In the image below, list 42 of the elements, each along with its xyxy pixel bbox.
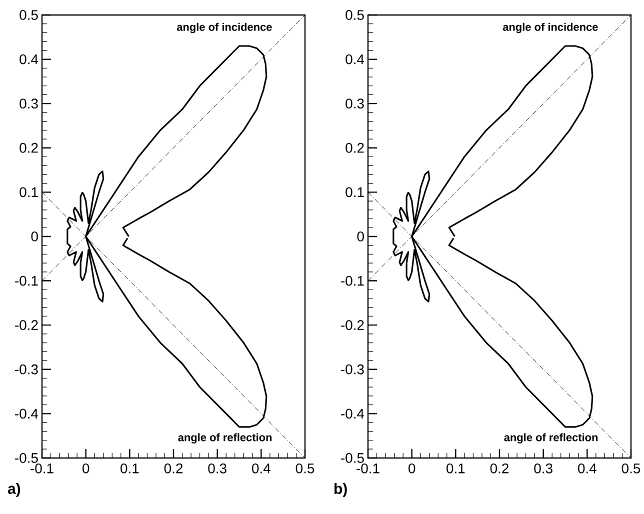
annotation: angle of incidence [176,22,272,34]
x-tick-label: -0.1 [356,463,380,474]
x-tick-label: 0.4 [578,463,596,474]
x-tick-label: 0.3 [208,463,226,474]
y-tick-label: 0 [31,232,38,242]
y-tick-label: 0.5 [20,10,38,20]
y-tick-label: -0.3 [15,364,38,374]
y-tick-label: -0.1 [15,276,38,286]
x-tick-label: 0.5 [296,463,314,474]
text: b) [334,483,347,497]
y-tick-label: 0.5 [346,10,364,20]
y-tick-label: 0.1 [346,187,364,198]
y-tick-label: 0.2 [346,142,364,153]
x-tick-label: 0 [408,463,416,474]
y-tick-label: -0.3 [341,364,364,374]
x-tick-label: 0 [82,463,90,474]
annotation: angle of incidence [502,22,598,34]
y-tick-label: 0 [357,232,364,242]
y-tick-label: -0.2 [341,320,364,330]
x-tick-label: 0.1 [120,463,139,474]
y-tick-label: -0.1 [341,276,364,286]
y-tick-label: 0.4 [20,54,38,64]
x-tick-label: 0.5 [622,463,640,474]
x-tick-label: 0.3 [534,463,552,474]
x-tick-label: 0.4 [252,463,270,474]
y-tick-label: -0.5 [341,453,364,463]
y-tick-label: 0.2 [20,142,38,153]
y-tick-label: -0.4 [341,408,364,419]
y-tick-label: 0.1 [20,187,38,198]
y-tick-label: -0.2 [15,320,38,330]
annotation: angle of reflection [178,433,272,444]
annotation: angle of reflection [504,433,598,444]
y-tick-label: 0.3 [20,98,38,109]
x-tick-label: 0.2 [164,463,182,474]
y-tick-label: -0.5 [15,453,38,463]
y-tick-label: -0.4 [15,408,38,419]
x-tick-label: 0.1 [446,463,465,474]
x-tick-label: 0.2 [490,463,508,474]
text: a) [8,483,20,497]
x-tick-label: -0.1 [30,463,54,474]
y-tick-label: 0.4 [346,54,364,64]
y-tick-label: 0.3 [346,98,364,109]
